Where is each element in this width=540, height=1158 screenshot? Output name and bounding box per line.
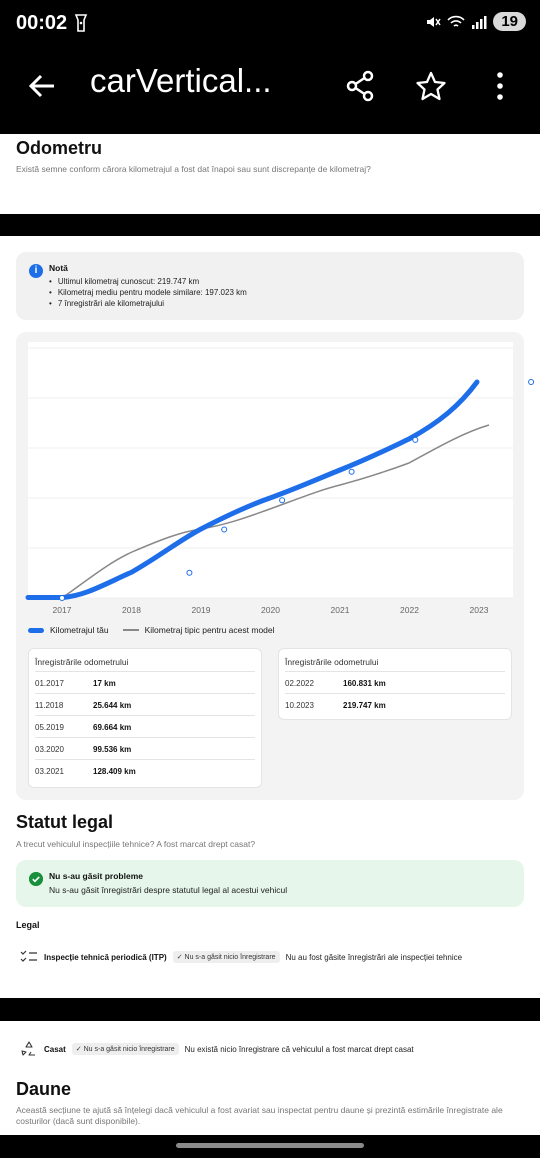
x-tick-label: 2017 [53, 605, 72, 615]
list-item: Ultimul kilometraj cunoscut: 219.747 km [49, 276, 247, 287]
record-date: 02.2022 [285, 679, 314, 688]
legend-swatch-typical [122, 629, 139, 631]
x-tick-label: 2019 [192, 605, 211, 615]
record-value: 128.409 km [93, 767, 136, 776]
record-value: 17 km [93, 679, 116, 688]
records-table-right: Înregistrările odometrului 02.2022 160.83… [278, 648, 512, 720]
record-value: 99.536 km [93, 745, 132, 754]
app-bar: carVertical... [0, 48, 540, 134]
records-header: Înregistrările odometrului [285, 657, 379, 667]
table-row: 02.2022 160.831 km [285, 671, 505, 693]
damage-subtitle: Această secțiune te ajută să înțelegi da… [16, 1105, 503, 1126]
page-title: carVertical... [90, 62, 272, 99]
legal-title: Statut legal [16, 812, 114, 832]
record-date: 01.2017 [35, 679, 64, 688]
list-item: 7 înregistrări ale kilometrajului [49, 298, 247, 309]
series-line-typical [28, 424, 490, 599]
casat-text: Nu există nicio înregistrare că vehiculu… [184, 1044, 414, 1054]
series-line-yours [25, 379, 480, 600]
record-date: 05.2019 [35, 723, 64, 732]
list-item: Kilometraj mediu pentru modele similare:… [49, 287, 247, 298]
chart-legend: Kilometrajul tău Kilometraj tipic pentru… [28, 625, 275, 635]
x-tick-label: 2018 [122, 605, 141, 615]
record-date: 11.2018 [35, 701, 64, 710]
legal-subtitle: A trecut vehiculul inspecțiile tehnice? … [16, 839, 256, 849]
itp-row: Inspecție tehnică periodică (ITP) ✓ Nu s… [20, 948, 462, 966]
status-bar: 00:02 19 [0, 0, 540, 48]
data-point [348, 468, 355, 475]
legend-label-yours: Kilometrajul tău [50, 625, 109, 635]
damage-title: Daune [16, 1079, 72, 1099]
table-row: 01.2017 17 km [35, 671, 255, 693]
x-tick-label: 2021 [331, 605, 350, 615]
gesture-navigation-bar[interactable] [176, 1143, 364, 1148]
record-value: 219.747 km [343, 701, 386, 710]
itp-label: Inspecție tehnică periodică (ITP) [44, 952, 167, 962]
table-row: 03.2020 99.536 km [35, 737, 255, 759]
recycle-icon [21, 1041, 35, 1056]
data-point [186, 569, 193, 576]
share-icon[interactable] [344, 70, 376, 102]
record-date: 10.2023 [285, 701, 314, 710]
status-badge: ✓ Nu s-a găsit nicio înregistrare [172, 951, 280, 963]
record-value: 25.644 km [93, 701, 132, 710]
chart-plot-area [28, 342, 513, 598]
legal-section-label: Legal [16, 920, 40, 930]
check-circle-icon [29, 872, 43, 886]
casat-row: Casat ✓ Nu s-a găsit nicio înregistrare … [20, 1040, 414, 1058]
status-badge: ✓ Nu s-a găsit nicio înregistrare [71, 1043, 179, 1055]
wifi-icon [447, 15, 465, 27]
note-list: Ultimul kilometraj cunoscut: 219.747 km … [49, 276, 247, 309]
odometer-title: Odometru [16, 138, 103, 158]
casat-label: Casat [44, 1044, 66, 1054]
table-row: 11.2018 25.644 km [35, 693, 255, 715]
signal-icon [472, 15, 487, 29]
note-title: Notă [49, 263, 68, 273]
legend-swatch-yours [28, 627, 44, 633]
record-date: 03.2021 [35, 767, 64, 776]
battery-indicator: 19 [493, 12, 526, 31]
table-row: 03.2021 128.409 km [35, 759, 255, 781]
mute-icon [427, 16, 441, 27]
x-tick-label: 2020 [261, 605, 280, 615]
data-point [412, 436, 419, 443]
data-point [59, 595, 65, 601]
data-point [221, 526, 228, 533]
info-icon: i [29, 264, 43, 278]
itp-text: Nu au fost găsite înregistrări ale inspe… [285, 952, 463, 962]
lower-section [0, 1021, 540, 1135]
record-value: 69.664 km [93, 723, 132, 732]
table-row: 10.2023 219.747 km [285, 693, 505, 715]
table-row: 05.2019 69.664 km [35, 715, 255, 737]
odometer-subtitle: Există semne conform cărora kilometrajul… [16, 164, 371, 174]
record-date: 03.2020 [35, 745, 64, 754]
data-point [279, 497, 286, 504]
no-issues-box: Nu s-au găsit probleme Nu s-au găsit înr… [16, 860, 524, 907]
no-issues-title: Nu s-au găsit probleme [49, 871, 143, 881]
data-point [528, 379, 535, 385]
no-issues-text: Nu s-au găsit înregistrări despre statut… [49, 885, 288, 895]
records-table-left: Înregistrările odometrului 01.2017 17 km … [28, 648, 262, 788]
star-icon[interactable] [415, 70, 447, 102]
odometer-header-section: Odometru Există semne conform cărora kil… [0, 134, 540, 214]
status-time: 00:02 [16, 12, 68, 34]
note-box: i Notă Ultimul kilometraj cunoscut: 219.… [16, 252, 524, 320]
more-options-icon[interactable] [490, 70, 510, 102]
checklist-icon [20, 950, 37, 962]
legend-label-typical: Kilometraj tipic pentru acest model [144, 625, 275, 635]
record-value: 160.831 km [343, 679, 386, 688]
flashlight-icon [74, 14, 88, 32]
records-header: Înregistrările odometrului [35, 657, 129, 667]
x-tick-label: 2023 [470, 605, 489, 615]
back-arrow-icon[interactable] [26, 70, 58, 102]
x-tick-label: 2022 [400, 605, 419, 615]
